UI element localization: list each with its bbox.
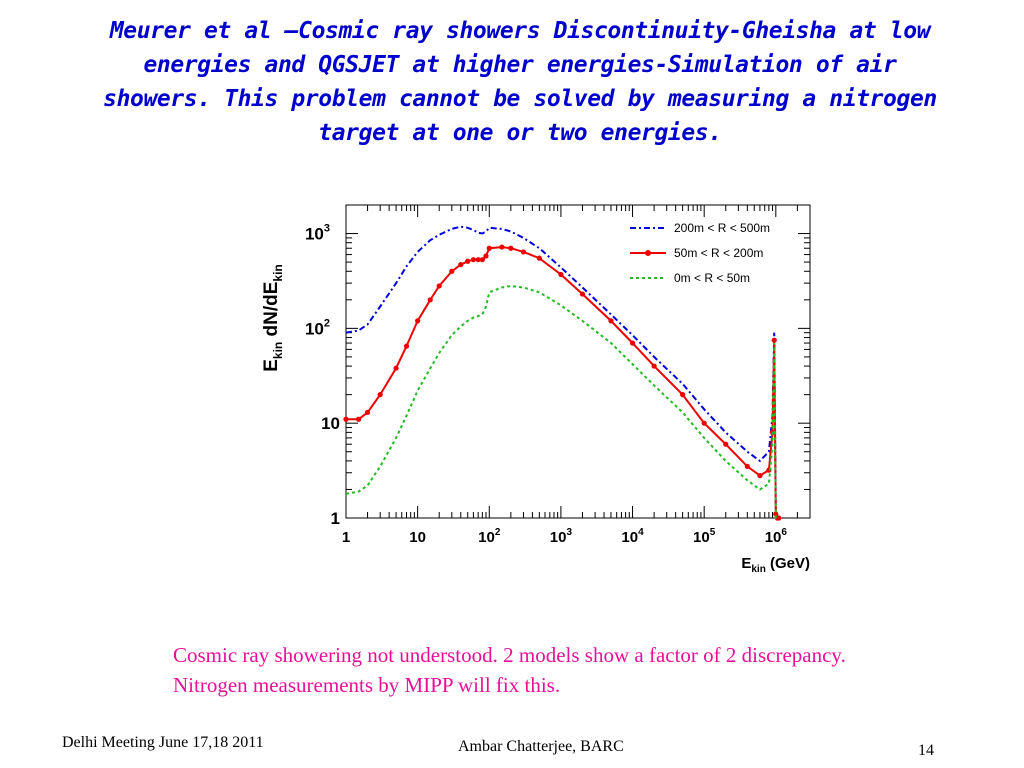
series-point [486, 245, 492, 251]
y-axis-label: Ekin dN/dEkin [261, 264, 285, 372]
series-point [520, 249, 527, 255]
series-point [436, 283, 442, 289]
series-point [701, 420, 707, 426]
legend-layer: 200m < R < 500m 50m < R < 200m 0m < R < 50… [630, 221, 770, 285]
series-point [558, 271, 564, 278]
y-tick-label: 103 [305, 223, 330, 244]
series-layer [343, 225, 782, 521]
series-point [499, 244, 505, 250]
caption: Cosmic ray showering not understood. 2 m… [173, 643, 846, 697]
series-point [479, 257, 485, 263]
series-point [629, 340, 636, 346]
y-tick-label: 1 [331, 509, 340, 528]
series-point [475, 257, 481, 263]
series-point [470, 257, 476, 263]
series-point [449, 268, 455, 274]
x-tick-label: 1 [342, 529, 350, 546]
x-tick-label: 106 [765, 527, 788, 546]
y-tick-label: 102 [305, 317, 330, 338]
series-point [458, 262, 464, 268]
footer-author: Ambar Chatterjee, BARC [458, 738, 624, 755]
series-point [608, 318, 614, 324]
x-tick-label: 10 [409, 529, 426, 546]
legend-label-1: 200m < R < 500m [674, 221, 770, 235]
series-point [680, 392, 686, 398]
series-line-1 [345, 225, 779, 519]
series-line-3 [345, 284, 779, 519]
legend-label-3: 0m < R < 50m [674, 271, 750, 285]
series-point [508, 245, 514, 251]
series-point [415, 318, 421, 324]
series-point [773, 511, 779, 517]
series-point [403, 343, 410, 349]
series-point [343, 416, 349, 422]
series-point [465, 258, 471, 264]
chart: 1 10 102 103 104 105 106 1 10 102 103 200m < R < 5… [240, 190, 840, 590]
ticks-layer: 1 10 102 103 104 105 106 1 10 102 103 [305, 204, 811, 546]
series-point [377, 392, 383, 398]
series-point [393, 365, 399, 371]
series-point [427, 297, 433, 303]
series-point [483, 253, 489, 259]
x-tick-label: 104 [621, 527, 644, 546]
series-point [776, 515, 782, 521]
plot-frame [345, 204, 811, 519]
x-axis-label: Ekin (GeV) [741, 555, 810, 575]
legend-marker [645, 250, 651, 256]
series-point [723, 441, 729, 447]
series-point [771, 337, 777, 343]
series-point [757, 473, 763, 479]
series-point [651, 363, 657, 369]
series-point [356, 416, 362, 422]
series-point [536, 255, 542, 261]
series-point [744, 463, 750, 470]
y-tick-label: 10 [321, 414, 340, 433]
chart-svg: 1 10 102 103 104 105 106 1 10 102 103 200m < R < 5… [261, 204, 811, 575]
series-point [364, 409, 371, 415]
x-tick-label: 102 [478, 527, 501, 546]
page-number: 14 [918, 742, 934, 759]
series-point [579, 291, 586, 297]
legend-label-2: 50m < R < 200m [674, 246, 763, 260]
slide-title: Meurer et al –Cosmic ray showers Discont… [103, 18, 937, 146]
x-tick-label: 105 [693, 527, 716, 546]
x-tick-label: 103 [550, 527, 573, 546]
footer-meeting: Delhi Meeting June 17,18 2011 [62, 734, 264, 751]
